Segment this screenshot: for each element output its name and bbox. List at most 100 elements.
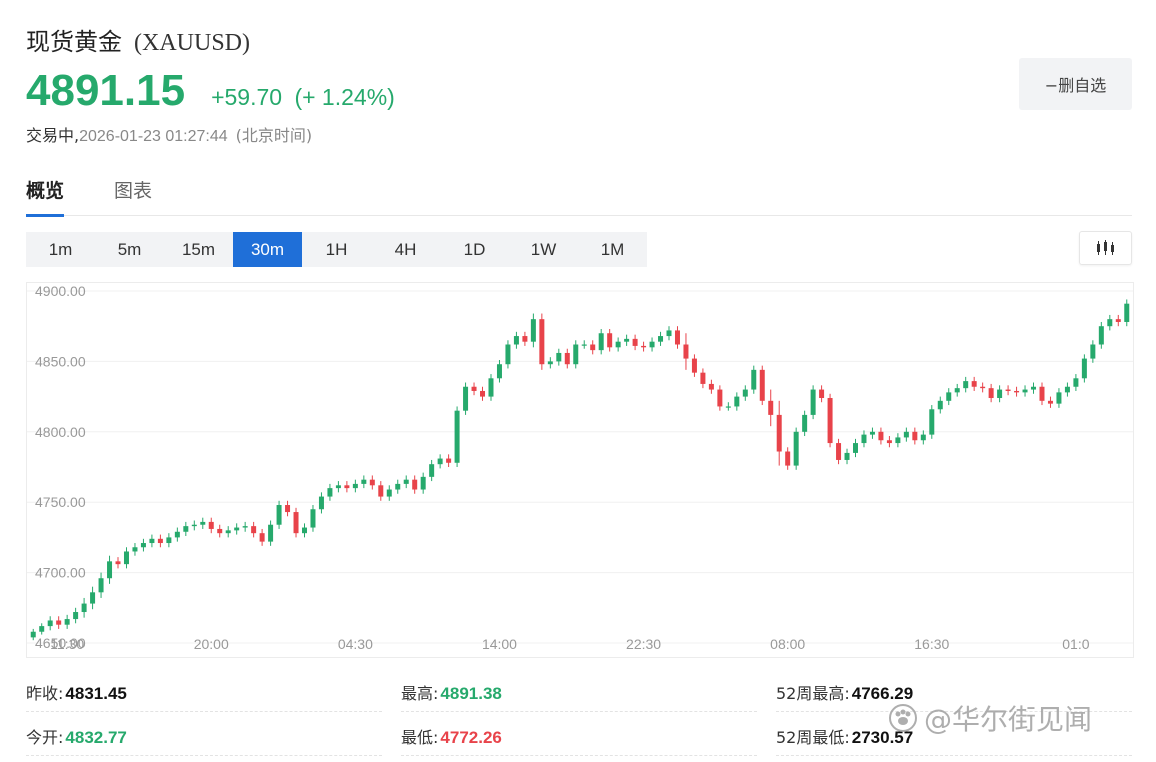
candle-body [200,521,206,525]
tab-chart[interactable]: 图表 [114,180,153,202]
interval-1m[interactable]: 1m [48,239,73,259]
candle-body [1115,319,1121,322]
candle-body [1098,326,1104,345]
candle-body [327,488,333,497]
y-tick-label: 4900.00 [35,283,86,299]
candle-body [1039,386,1045,401]
candle-body [793,431,799,466]
candle-body [827,398,833,444]
candle-body [564,352,570,365]
candle-body [454,410,460,463]
candle-body [632,338,638,346]
price-change: +59.70 (+ 1.24%) [211,84,395,111]
chart-type-button[interactable] [1079,231,1132,265]
candle-body [946,392,952,401]
stat-label: 最低: [401,728,439,747]
candle-body [683,344,689,359]
candle-body [751,369,757,390]
tab-overview[interactable]: 概览 [26,176,65,217]
candle-body [853,443,858,453]
interval-5m[interactable]: 5m [117,239,142,259]
candle-body [869,431,875,435]
candle-body [378,485,384,497]
candle-body [556,352,562,362]
candle-body [437,458,443,465]
stat-low: 最低: 4772.26 [401,716,757,756]
candle-body [496,364,502,379]
interval-1h[interactable]: 1H [325,239,348,259]
candle-body [480,390,486,397]
y-tick-label: 4800.00 [35,424,86,440]
candle-body [166,537,172,544]
interval-selector: 1m 5m 15m 30m 1H 4H 1D 1W 1M [26,232,647,267]
candle-body [844,452,850,460]
candle-body [929,409,935,435]
candle-body [225,530,231,534]
candle-body [886,440,892,444]
candle-body [446,458,452,463]
stat-prev-close: 昨收: 4831.45 [26,672,382,712]
x-tick-label: 20:00 [194,636,229,652]
candle-body [802,414,808,432]
candle-body [30,631,36,638]
candle-body [352,483,358,489]
candlestick-icon [1096,240,1114,255]
candle-body [361,479,367,484]
candle-body [123,551,129,565]
x-tick-label: 04:30 [338,636,373,652]
interval-1mo[interactable]: 1M [600,239,625,259]
candle-body [1124,303,1130,322]
candle-body [73,612,79,620]
candle-body [39,626,45,632]
candle-body [107,561,113,579]
candle-body [658,336,664,342]
candle-body [318,496,324,510]
candle-body [666,330,672,337]
candle-body [276,505,282,525]
candle-body [513,336,519,345]
instrument-name: 现货黄金 [26,28,122,56]
interval-30m[interactable]: 30m [233,232,302,267]
candle-body [861,434,867,444]
candle-body [132,547,138,552]
interval-4h[interactable]: 4H [394,239,417,259]
candle-body [1022,389,1028,393]
price-chart[interactable]: 4900.00 4850.00 4800.00 4750.00 4700.00 4650.… [26,282,1134,658]
stat-52wk-low: 52周最低: 2730.57 [776,716,1132,756]
candle-body [785,451,791,466]
candle-body [742,389,748,397]
interval-1w[interactable]: 1W [530,239,557,259]
candle-body [641,345,647,348]
candle-body [573,344,579,365]
candle-body [208,521,214,529]
candle-body [1056,392,1062,404]
stat-value: 4891.38 [440,684,502,703]
candle-body [903,431,909,438]
candle-body [776,414,782,452]
candle-body [624,338,630,342]
candle-body [878,431,884,441]
x-tick-label: 01:0 [1062,636,1089,652]
stat-label: 最高: [401,684,439,703]
x-tick-label: 16:30 [914,636,949,652]
candle-body [285,505,291,513]
last-price: 4891.15 [26,66,186,115]
candle-body [64,619,70,625]
x-tick-label: 22:30 [626,636,661,652]
candle-body [344,485,350,489]
candle-body [522,336,528,342]
candle-body [1047,400,1053,404]
candle-body [140,543,146,548]
watermark-text: @华尔街见闻 [924,703,1093,736]
candle-body [971,381,977,387]
candle-body [1073,378,1079,387]
candle-body [530,319,536,342]
candle-body [980,386,986,389]
y-tick-label: 4650.00 [35,635,86,651]
remove-watchlist-button[interactable]: −删自选 [1019,58,1132,110]
trading-status: 交易中, 2026-01-23 01:27:44 (北京时间) [26,122,312,146]
interval-1d[interactable]: 1D [463,239,486,259]
candle-body [191,524,197,527]
tab-bar: 概览 图表 [26,176,1132,217]
interval-15m[interactable]: 15m [181,239,216,259]
